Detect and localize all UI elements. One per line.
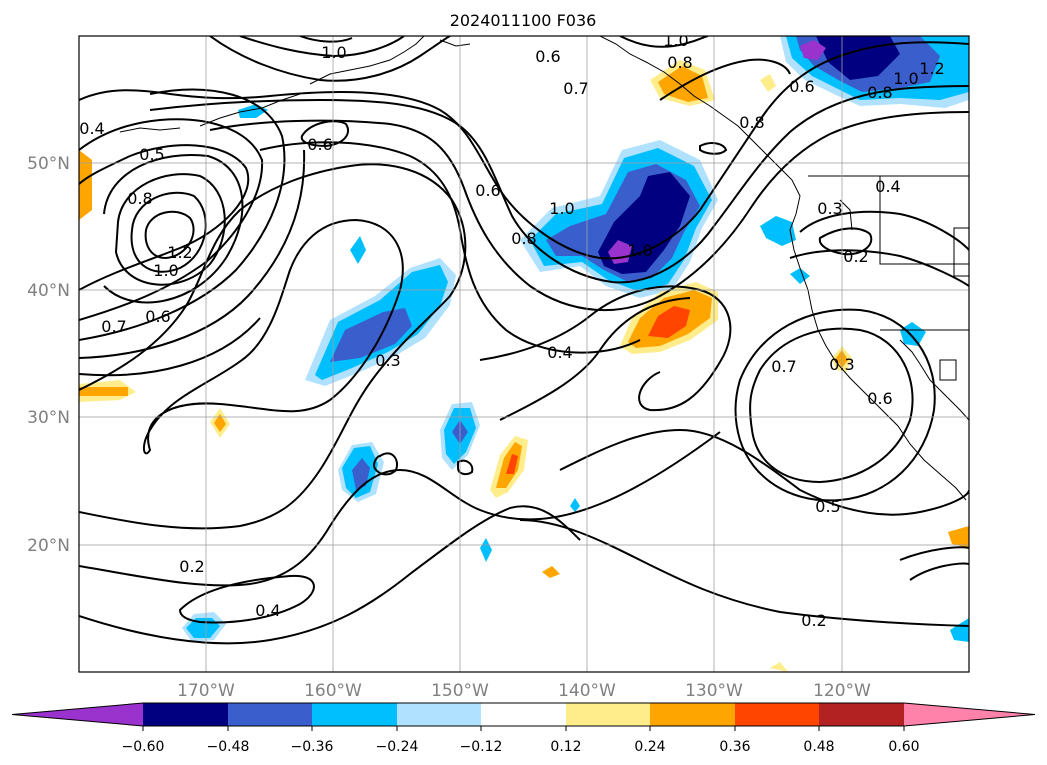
- contour-label: 0.4: [875, 177, 900, 196]
- contour-lines: [79, 36, 969, 645]
- contour-label: 0.7: [771, 357, 796, 376]
- contour-label: 0.4: [255, 601, 280, 620]
- contour-label: 0.6: [867, 389, 892, 408]
- contour-label: 0.8: [127, 189, 152, 208]
- map-title: 2024011100 F036: [450, 11, 597, 30]
- coastlines: [119, 36, 969, 501]
- contour-label: 0.5: [139, 145, 164, 164]
- contour-label: 0.6: [475, 181, 500, 200]
- colorbar-tick-label: 0.12: [550, 739, 581, 755]
- contour-label: 0.4: [547, 343, 572, 362]
- lat-label: 20°N: [27, 536, 70, 556]
- colorbar-segment: [481, 703, 566, 726]
- colorbar-tick-label: −0.12: [460, 739, 503, 755]
- contour-label: 1.0: [627, 241, 652, 260]
- colorbar-segment: [650, 703, 735, 726]
- lon-label: 170°W: [177, 681, 235, 701]
- contour-label: 0.8: [867, 83, 892, 102]
- colorbar-tick-label: 0.24: [634, 739, 665, 755]
- contour-label: 0.4: [79, 119, 104, 138]
- colorbar-segment: [312, 703, 397, 726]
- longitude-labels: 170°W 160°W 150°W 140°W 130°W 120°W: [177, 681, 871, 701]
- lon-label: 150°W: [431, 681, 489, 701]
- map-frame: [78, 35, 970, 673]
- colorbar-segment: [819, 703, 904, 726]
- contour-label: 1.2: [167, 243, 192, 262]
- contour-label: 0.6: [145, 307, 170, 326]
- contour-label: 0.8: [739, 113, 764, 132]
- colorbar-segment: [143, 703, 228, 726]
- contour-label: 1.0: [893, 69, 918, 88]
- contour-labels: 0.4 0.5 0.8 1.2 1.0 0.7 0.6 1.0 0.6 0.6 …: [79, 31, 944, 630]
- latitude-labels: 50°N 40°N 30°N 20°N: [27, 154, 70, 556]
- colorbar-segment: [735, 703, 819, 726]
- map-area: [79, 36, 969, 672]
- contour-label: 1.0: [321, 43, 346, 62]
- colorbar: −0.60 −0.48 −0.36 −0.24 −0.12 0.12 0.24 …: [11, 702, 1036, 755]
- lat-label: 30°N: [27, 408, 70, 428]
- colorbar-tick-label: −0.36: [291, 739, 334, 755]
- colorbar-segment: [228, 703, 312, 726]
- lat-label: 40°N: [27, 281, 70, 301]
- contour-label: 0.3: [829, 355, 854, 374]
- contour-label: 0.6: [307, 135, 332, 154]
- lat-label: 50°N: [27, 154, 70, 174]
- contour-label: 0.7: [101, 317, 126, 336]
- colorbar-tick-label: 0.48: [803, 739, 834, 755]
- contour-label: 0.8: [667, 53, 692, 72]
- contour-label: 0.2: [801, 611, 826, 630]
- colorbar-segment: [904, 703, 1035, 726]
- contour-label: 1.0: [663, 31, 688, 50]
- gridlines: [79, 36, 969, 672]
- lon-label: 120°W: [813, 681, 871, 701]
- contour-label: 0.2: [179, 557, 204, 576]
- colorbar-segment: [566, 703, 650, 726]
- contour-label: 0.3: [817, 199, 842, 218]
- lon-label: 130°W: [685, 681, 743, 701]
- colorbar-tick-label: 0.60: [888, 739, 919, 755]
- contour-label: 1.2: [919, 59, 944, 78]
- colorbar-segment: [397, 703, 481, 726]
- contour-label: 0.7: [563, 79, 588, 98]
- contour-label: 1.0: [549, 199, 574, 218]
- contour-label: 0.3: [375, 351, 400, 370]
- contour-label: 0.5: [815, 497, 840, 516]
- contour-label: 0.6: [535, 47, 560, 66]
- contour-label: 0.2: [843, 247, 868, 266]
- colorbar-tick-label: −0.60: [122, 739, 165, 755]
- colorbar-tick-label: −0.24: [376, 739, 419, 755]
- lon-label: 160°W: [304, 681, 362, 701]
- colorbar-tick-label: 0.36: [719, 739, 750, 755]
- colorbar-tick-label: −0.48: [207, 739, 250, 755]
- lon-label: 140°W: [558, 681, 616, 701]
- colorbar-segment: [12, 703, 143, 726]
- contour-label: 1.0: [153, 261, 178, 280]
- contour-label: 0.6: [789, 77, 814, 96]
- contour-label: 0.8: [511, 229, 536, 248]
